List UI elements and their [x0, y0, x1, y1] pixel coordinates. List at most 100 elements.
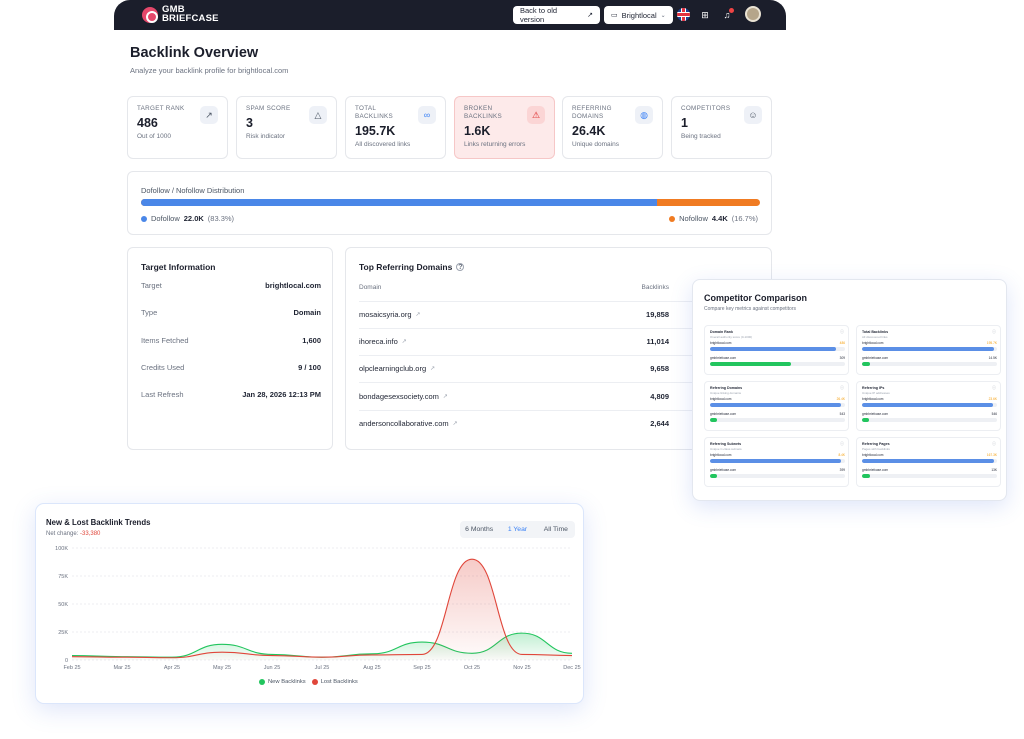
uk-flag-icon[interactable] — [677, 8, 690, 21]
trending-up-icon: ↗ — [200, 106, 218, 124]
x-tick-label: Feb 25 — [63, 665, 80, 671]
metric-bar — [710, 403, 845, 407]
nofollow-legend: Nofollow 4.4K (16.7%) — [669, 214, 758, 223]
x-tick-label: Jul 25 — [315, 665, 330, 671]
metric-card: Referring IPs Unique IP addresses ⓘ brightl… — [856, 381, 1001, 431]
external-link-icon: ↗ — [442, 394, 448, 400]
info-row-items-fetched: Items Fetched 1,600 — [141, 336, 321, 345]
divider — [359, 301, 759, 302]
trend-chart: 0 25K 50K 75K 100K Feb 25 Mar 25 Apr 25 May 25 Ju… — [55, 546, 581, 671]
table-row[interactable]: ihoreca.info ↗ 11,014 — [359, 337, 669, 346]
stat-card-referring-domains: REFERRING DOMAINS 26.4K Unique domains ◍ — [562, 96, 663, 159]
legend-new-dot — [259, 679, 265, 685]
y-tick-label: 25K — [58, 630, 68, 636]
tab-1-year[interactable]: 1 Year — [507, 526, 528, 533]
metric-bar — [710, 347, 845, 351]
external-link-icon: ↗ — [415, 312, 421, 318]
app-window: GMB BRIEFCASE Back to old version ↗ ▭ Bri… — [114, 0, 786, 470]
notification-dot — [729, 8, 734, 13]
metric-bar — [710, 418, 845, 422]
x-tick-label: Oct 25 — [464, 665, 480, 671]
metric-bar — [862, 418, 997, 422]
legend-lost-dot — [311, 679, 318, 685]
divider — [359, 328, 759, 329]
metric-card: Total Backlinks All discovered links ⓘ brig… — [856, 325, 1001, 375]
info-row-type: Type Domain — [141, 308, 321, 317]
table-row[interactable]: bondagesexsociety.com ↗ 4,809 — [359, 392, 669, 401]
back-to-old-version-button[interactable]: Back to old version ↗ — [513, 6, 600, 24]
x-tick-label: Apr 25 — [164, 665, 180, 671]
dofollow-legend: Dofollow 22.0K (83.3%) — [141, 214, 234, 223]
y-tick-label: 50K — [58, 602, 68, 608]
y-tick-label: 100K — [55, 546, 68, 552]
info-icon: ⓘ — [840, 441, 844, 446]
tab-6-months[interactable]: 6 Months — [465, 526, 494, 533]
stat-card-target-rank: TARGET RANK 486 Out of 1000 ↗ — [127, 96, 228, 159]
x-tick-label: Dec 25 — [563, 665, 580, 671]
external-link-icon: ↗ — [430, 366, 436, 372]
info-row-target: Target brightlocal.com — [141, 281, 321, 290]
table-row[interactable]: mosaicsyria.org ↗ 19,858 — [359, 310, 669, 319]
warning-icon: △ — [309, 106, 327, 124]
external-link-icon: ↗ — [401, 339, 407, 345]
distribution-bar — [141, 199, 760, 206]
logo-mark-icon — [142, 6, 158, 23]
page-subtitle: Analyze your backlink profile for bright… — [130, 66, 289, 75]
metric-bar — [710, 474, 845, 478]
folder-icon: ▭ — [611, 12, 618, 19]
metric-bar — [710, 362, 845, 366]
metric-bar — [862, 474, 997, 478]
metric-bar — [862, 459, 997, 463]
info-icon: ⓘ — [992, 385, 996, 390]
info-row-last-refresh: Last Refresh Jan 28, 2026 12:13 PM — [141, 390, 321, 399]
info-row-credits-used: Credits Used 9 / 100 — [141, 363, 321, 372]
info-icon: ⓘ — [992, 329, 996, 334]
external-link-icon: ↗ — [452, 421, 458, 427]
x-tick-label: Sep 25 — [413, 665, 430, 671]
competitor-comparison-card: Competitor Comparison Compare key metric… — [692, 279, 1007, 501]
metric-bar — [862, 347, 997, 351]
divider — [359, 410, 759, 411]
time-range-tabs: 6 Months 1 Year All Time — [460, 521, 575, 538]
follow-distribution-card: Dofollow / Nofollow Distribution Dofollo… — [127, 171, 772, 235]
backlink-trends-card: New & Lost Backlink Trends Net change: -… — [35, 503, 584, 704]
chart-legend: New Backlinks Lost Backlinks — [259, 679, 358, 685]
metric-bar — [862, 362, 997, 366]
y-tick-label: 75K — [58, 574, 68, 580]
help-icon[interactable]: ? — [456, 263, 465, 271]
table-row[interactable]: andersoncollaborative.com ↗ 2,644 — [359, 419, 669, 428]
metric-bar — [710, 459, 845, 463]
link-icon: ∞ — [418, 106, 436, 124]
project-selector[interactable]: ▭ Brightlocal ⌄ — [604, 6, 673, 24]
apps-grid-icon[interactable]: ⊞ — [701, 9, 709, 20]
stat-card-competitors: COMPETITORS 1 Being tracked ☺ — [671, 96, 772, 159]
stat-card-total-backlinks: TOTAL BACKLINKS 195.7K All discovered li… — [345, 96, 446, 159]
info-icon: ⓘ — [840, 385, 844, 390]
table-row[interactable]: olpclearningclub.org ↗ 9,658 — [359, 364, 669, 373]
chevron-down-icon: ⌄ — [660, 12, 666, 19]
metric-card: Referring Domains Unique linking domains ⓘ… — [704, 381, 849, 431]
x-tick-label: Aug 25 — [363, 665, 380, 671]
bell-icon[interactable]: ♫ — [720, 8, 734, 22]
tab-all-time[interactable]: All Time — [543, 526, 568, 533]
info-icon: ⓘ — [992, 441, 996, 446]
metric-card: Referring Subnets Unique C-class subnets ⓘ… — [704, 437, 849, 487]
dofollow-fill — [141, 199, 657, 206]
divider — [359, 355, 759, 356]
alert-icon: ⚠ — [527, 106, 545, 124]
top-navbar: GMB BRIEFCASE Back to old version ↗ ▭ Bri… — [114, 0, 786, 30]
nofollow-dot — [669, 215, 676, 222]
target-information-card: Target Information Target brightlocal.com… — [127, 247, 333, 450]
logo[interactable]: GMB BRIEFCASE — [142, 5, 219, 23]
external-link-icon: ↗ — [587, 12, 593, 19]
avatar[interactable] — [745, 6, 761, 22]
globe-icon: ◍ — [635, 106, 653, 124]
dofollow-dot — [141, 215, 147, 222]
users-icon: ☺ — [744, 106, 762, 124]
series-area — [72, 559, 572, 660]
stat-card-broken-backlinks: BROKEN BACKLINKS 1.6K Links returning er… — [454, 96, 555, 159]
stat-card-spam-score: SPAM SCORE 3 Risk indicator △ — [236, 96, 337, 159]
table-header: Domain Backlinks — [359, 284, 669, 291]
metric-card: Referring Pages Pages with backlinks ⓘ brig… — [856, 437, 1001, 487]
x-tick-label: May 25 — [213, 665, 231, 671]
